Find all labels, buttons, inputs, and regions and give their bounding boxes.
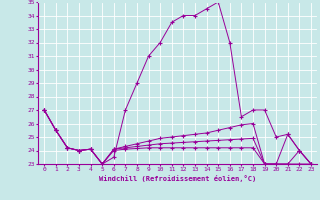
X-axis label: Windchill (Refroidissement éolien,°C): Windchill (Refroidissement éolien,°C) (99, 175, 256, 182)
